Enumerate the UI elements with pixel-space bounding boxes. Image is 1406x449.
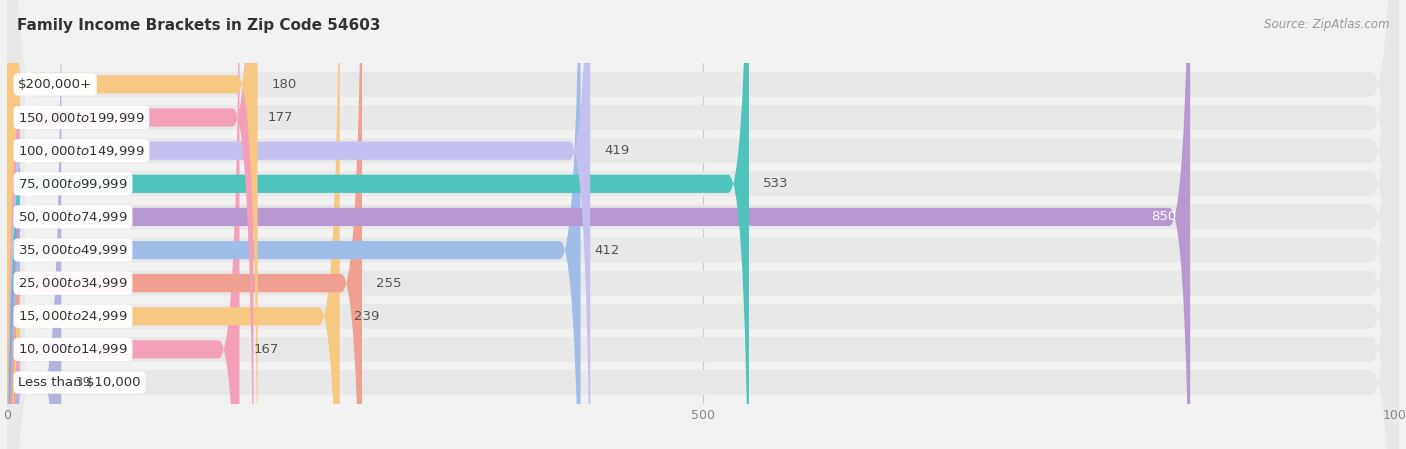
Text: $75,000 to $99,999: $75,000 to $99,999 <box>18 177 128 191</box>
FancyBboxPatch shape <box>7 0 1399 449</box>
Text: 533: 533 <box>763 177 789 190</box>
FancyBboxPatch shape <box>7 0 239 449</box>
Text: $15,000 to $24,999: $15,000 to $24,999 <box>18 309 128 323</box>
Text: $25,000 to $34,999: $25,000 to $34,999 <box>18 276 128 290</box>
FancyBboxPatch shape <box>7 0 581 449</box>
Text: 177: 177 <box>267 111 292 124</box>
Text: $35,000 to $49,999: $35,000 to $49,999 <box>18 243 128 257</box>
FancyBboxPatch shape <box>7 0 1399 449</box>
FancyBboxPatch shape <box>7 0 361 449</box>
FancyBboxPatch shape <box>7 0 1399 449</box>
Text: 239: 239 <box>354 310 380 323</box>
Text: 419: 419 <box>605 144 630 157</box>
Text: $200,000+: $200,000+ <box>18 78 93 91</box>
FancyBboxPatch shape <box>7 0 257 449</box>
Text: Less than $10,000: Less than $10,000 <box>18 376 141 389</box>
FancyBboxPatch shape <box>7 0 1399 449</box>
Text: 412: 412 <box>595 243 620 256</box>
FancyBboxPatch shape <box>7 0 1399 449</box>
FancyBboxPatch shape <box>7 0 1399 449</box>
Text: 167: 167 <box>253 343 278 356</box>
Text: 255: 255 <box>375 277 401 290</box>
FancyBboxPatch shape <box>7 0 749 449</box>
FancyBboxPatch shape <box>7 0 1399 449</box>
Text: 850: 850 <box>1152 211 1177 224</box>
FancyBboxPatch shape <box>7 0 62 449</box>
Text: $150,000 to $199,999: $150,000 to $199,999 <box>18 110 145 124</box>
FancyBboxPatch shape <box>7 0 253 449</box>
FancyBboxPatch shape <box>7 0 1399 449</box>
FancyBboxPatch shape <box>7 0 1399 449</box>
Text: 39: 39 <box>76 376 93 389</box>
FancyBboxPatch shape <box>7 0 1191 449</box>
Text: $50,000 to $74,999: $50,000 to $74,999 <box>18 210 128 224</box>
FancyBboxPatch shape <box>7 0 340 449</box>
Text: Source: ZipAtlas.com: Source: ZipAtlas.com <box>1264 18 1389 31</box>
FancyBboxPatch shape <box>7 0 591 449</box>
Text: $10,000 to $14,999: $10,000 to $14,999 <box>18 343 128 357</box>
Text: Family Income Brackets in Zip Code 54603: Family Income Brackets in Zip Code 54603 <box>17 18 381 33</box>
Text: 180: 180 <box>271 78 297 91</box>
Text: $100,000 to $149,999: $100,000 to $149,999 <box>18 144 145 158</box>
FancyBboxPatch shape <box>7 0 1399 449</box>
